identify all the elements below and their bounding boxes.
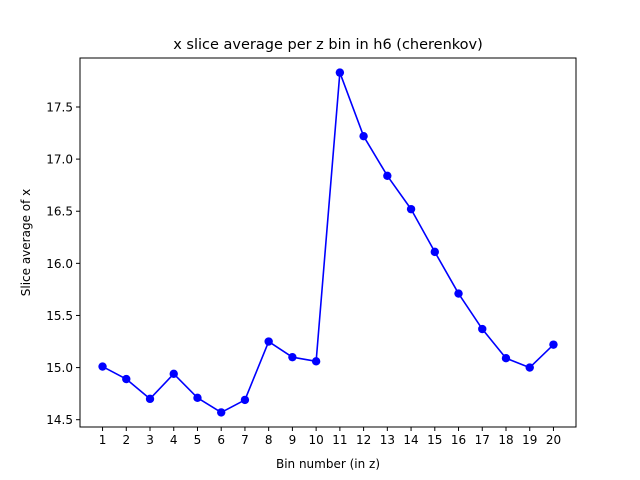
- x-tick-label: 10: [308, 433, 323, 447]
- x-tick-label: 13: [380, 433, 395, 447]
- y-tick-label: 15.0: [46, 361, 73, 375]
- data-point: [406, 204, 416, 214]
- data-point: [478, 324, 487, 334]
- x-tick-label: 7: [241, 433, 249, 447]
- x-tick-label: 4: [170, 433, 178, 447]
- x-tick-label: 8: [265, 433, 273, 447]
- series-line: [102, 71, 555, 414]
- data-point: [98, 362, 107, 371]
- data-point: [240, 395, 250, 405]
- data-point: [145, 394, 155, 404]
- y-tick-label: 15.5: [46, 309, 73, 323]
- x-tick-label: 14: [403, 433, 418, 447]
- x-axis: 1 2 3 4 5 6 7 8 9 10 11 12 13 14 15 16 17 18 19 20: [99, 427, 561, 447]
- x-tick-label: 18: [498, 433, 513, 447]
- x-tick-label: 20: [546, 433, 561, 447]
- x-tick-label: 12: [356, 433, 371, 447]
- data-point: [193, 393, 202, 403]
- x-tick-label: 2: [122, 433, 130, 447]
- y-tick-label: 16.0: [46, 257, 73, 271]
- y-tick-label: 17.5: [46, 100, 73, 114]
- data-point: [359, 131, 368, 141]
- chart-title: x slice average per z bin in h6 (cherenk…: [173, 37, 483, 53]
- y-axis: 14.5 15.0 15.5 16.0 16.5 17.0 17.5: [46, 100, 80, 427]
- x-tick-label: 5: [194, 433, 202, 447]
- x-tick-label: 15: [427, 433, 442, 447]
- data-point: [335, 68, 345, 77]
- y-tick-label: 16.5: [46, 205, 73, 219]
- data-point: [454, 289, 463, 298]
- data-point: [501, 354, 511, 363]
- y-axis-label: Slice average of x: [19, 189, 33, 297]
- data-point: [217, 408, 226, 417]
- x-tick-label: 3: [146, 433, 154, 447]
- y-tick-label: 17.0: [46, 153, 73, 167]
- data-point: [383, 171, 392, 180]
- data-point: [169, 369, 178, 379]
- data-point: [311, 357, 321, 366]
- x-tick-label: 17: [475, 433, 490, 447]
- plot-frame: [79, 57, 577, 428]
- x-axis-label: Bin number (in z): [276, 457, 380, 471]
- data-point: [122, 374, 131, 384]
- y-tick-label: 14.5: [46, 413, 73, 427]
- plot-area: [98, 68, 558, 417]
- data-point: [525, 363, 534, 372]
- data-point: [430, 247, 439, 257]
- x-tick-label: 11: [332, 433, 347, 447]
- x-tick-label: 16: [451, 433, 466, 447]
- data-point: [264, 337, 273, 346]
- data-point: [549, 340, 558, 349]
- x-tick-label: 9: [289, 433, 297, 447]
- x-tick-label: 1: [99, 433, 107, 447]
- x-tick-label: 6: [217, 433, 225, 447]
- x-tick-label: 19: [522, 433, 537, 447]
- data-point: [288, 352, 297, 362]
